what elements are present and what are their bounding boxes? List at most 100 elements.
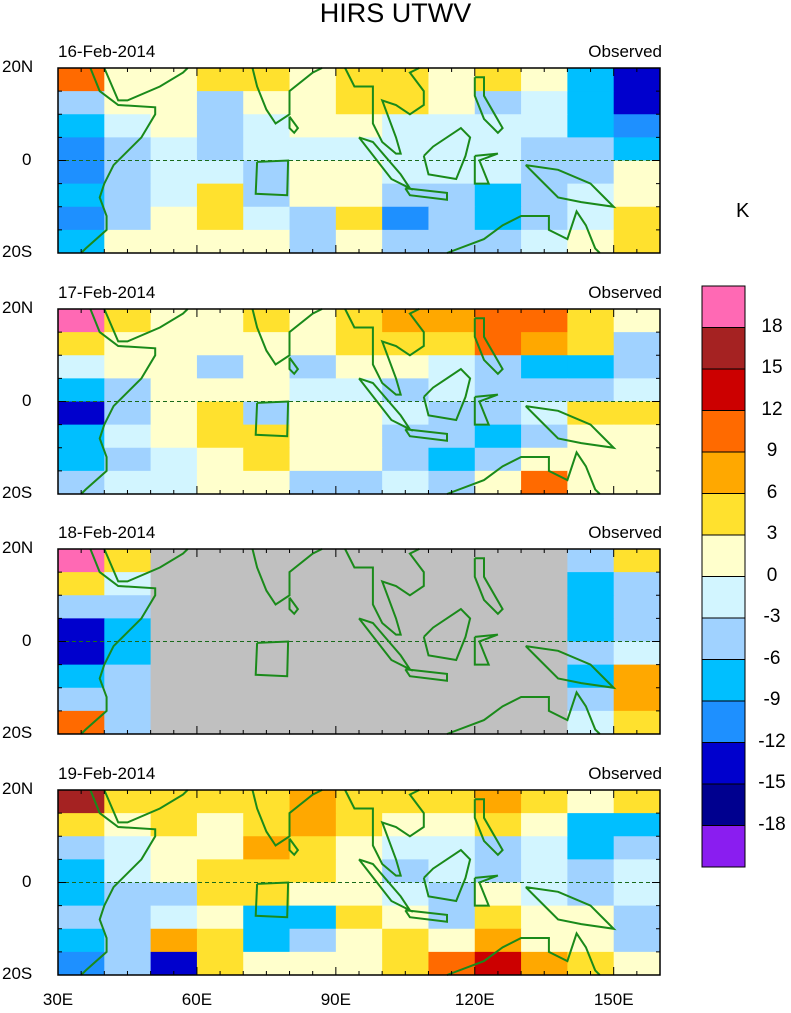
field-cell	[243, 813, 291, 837]
field-cell	[613, 309, 661, 333]
field-cell	[58, 595, 105, 619]
missing-data-cell	[382, 687, 429, 712]
field-cell	[474, 309, 522, 333]
field-cell	[567, 378, 615, 402]
field-cell	[613, 572, 661, 596]
missing-data-cell	[521, 664, 568, 689]
panel-date: 16-Feb-2014	[58, 42, 156, 61]
field-cell	[243, 160, 291, 185]
colorbar-label: 12	[761, 398, 783, 420]
field-cell	[521, 206, 568, 231]
field-cell	[289, 401, 337, 426]
field-cell	[474, 470, 522, 495]
field-cell	[335, 378, 383, 402]
field-cell	[521, 882, 568, 907]
field-cell	[474, 424, 522, 449]
colorbar-swatch	[701, 700, 746, 743]
field-cell	[196, 309, 244, 333]
field-cell	[521, 424, 568, 449]
coastline	[422, 367, 472, 422]
field-cell	[243, 355, 291, 379]
coastline	[288, 116, 300, 135]
missing-data-cell	[474, 687, 522, 712]
field-cell	[150, 859, 198, 883]
coastline	[473, 798, 504, 857]
missing-data-cell	[289, 595, 337, 619]
coastline	[254, 640, 290, 678]
missing-data-cell	[428, 618, 476, 642]
missing-data-cell	[335, 572, 383, 596]
field-cell	[567, 355, 615, 379]
field-cell	[58, 447, 105, 472]
missing-data-cell	[289, 687, 337, 712]
field-cell	[58, 355, 105, 379]
field-cell	[196, 68, 244, 92]
missing-data-cell	[150, 664, 198, 689]
field-cell	[567, 687, 615, 712]
field-cell	[613, 114, 661, 138]
coastline	[254, 159, 290, 197]
colorbar-label: -9	[763, 689, 781, 710]
field-cell	[474, 137, 522, 161]
y-tick-label: 20S	[2, 483, 33, 502]
missing-data-cell	[521, 549, 568, 573]
field-cell	[521, 813, 568, 837]
map-panel	[57, 548, 661, 735]
coastline	[80, 67, 157, 254]
field-cell	[196, 91, 244, 115]
field-cell	[196, 183, 244, 208]
colorbar	[701, 285, 746, 868]
field-cell	[474, 447, 522, 472]
field-cell	[474, 229, 522, 254]
field-cell	[289, 309, 337, 333]
field-cell	[428, 424, 476, 449]
colorbar-swatch	[701, 327, 746, 370]
field-cell	[335, 206, 383, 231]
field-cell	[474, 790, 522, 814]
field-cell	[58, 859, 105, 883]
field-cell	[567, 309, 615, 333]
field-cell	[150, 378, 198, 402]
y-tick-label: 20N	[2, 538, 34, 557]
field-cell	[474, 951, 522, 976]
field-cell	[521, 790, 568, 814]
field-cell	[428, 183, 476, 208]
field-cell	[150, 905, 198, 930]
field-cell	[289, 229, 337, 254]
field-cell	[613, 664, 661, 689]
field-cell	[150, 882, 198, 907]
field-cell	[428, 91, 476, 115]
field-cell	[474, 206, 522, 231]
missing-data-cell	[474, 710, 522, 735]
field-cell	[104, 618, 152, 642]
field-cell	[521, 309, 568, 333]
field-cell	[289, 91, 337, 115]
field-cell	[428, 68, 476, 92]
missing-data-cell	[243, 618, 291, 642]
field-cell	[474, 378, 522, 402]
field-cell	[335, 859, 383, 883]
field-cell	[58, 91, 105, 115]
field-cell	[382, 206, 429, 231]
coastline	[251, 308, 323, 366]
colorbar-swatch	[701, 659, 746, 702]
field-cell	[613, 183, 661, 208]
coastline	[446, 690, 601, 735]
field-cell	[474, 68, 522, 92]
field-cell	[521, 160, 568, 185]
field-cell	[150, 951, 198, 976]
coastline	[358, 858, 413, 913]
coastline	[473, 557, 504, 616]
field-cell	[289, 114, 337, 138]
field-cell	[567, 229, 615, 254]
field-cell	[335, 424, 383, 449]
missing-data-cell	[150, 641, 198, 666]
field-cell	[521, 137, 568, 161]
missing-data-cell	[428, 664, 476, 689]
panel-label: Observed	[588, 523, 662, 542]
missing-data-cell	[196, 687, 244, 712]
field-cell	[567, 68, 615, 92]
field-cell	[243, 951, 291, 976]
field-cell	[521, 859, 568, 883]
field-cell	[521, 951, 568, 976]
